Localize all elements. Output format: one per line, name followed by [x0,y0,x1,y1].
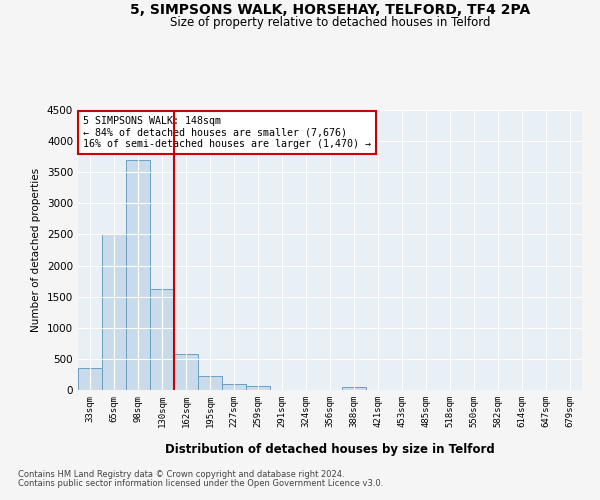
Text: Distribution of detached houses by size in Telford: Distribution of detached houses by size … [165,442,495,456]
Text: 5 SIMPSONS WALK: 148sqm
← 84% of detached houses are smaller (7,676)
16% of semi: 5 SIMPSONS WALK: 148sqm ← 84% of detache… [83,116,371,149]
Text: Contains public sector information licensed under the Open Government Licence v3: Contains public sector information licen… [18,479,383,488]
Bar [102,234,126,390]
Bar [342,386,366,390]
Bar [126,160,150,390]
Bar [150,289,174,390]
Text: 5, SIMPSONS WALK, HORSEHAY, TELFORD, TF4 2PA: 5, SIMPSONS WALK, HORSEHAY, TELFORD, TF4… [130,2,530,16]
Bar [246,386,270,390]
Text: Size of property relative to detached houses in Telford: Size of property relative to detached ho… [170,16,490,29]
Bar [174,354,198,390]
Bar [78,368,102,390]
Bar [198,376,222,390]
Text: Contains HM Land Registry data © Crown copyright and database right 2024.: Contains HM Land Registry data © Crown c… [18,470,344,479]
Y-axis label: Number of detached properties: Number of detached properties [31,168,41,332]
Bar [222,384,246,390]
